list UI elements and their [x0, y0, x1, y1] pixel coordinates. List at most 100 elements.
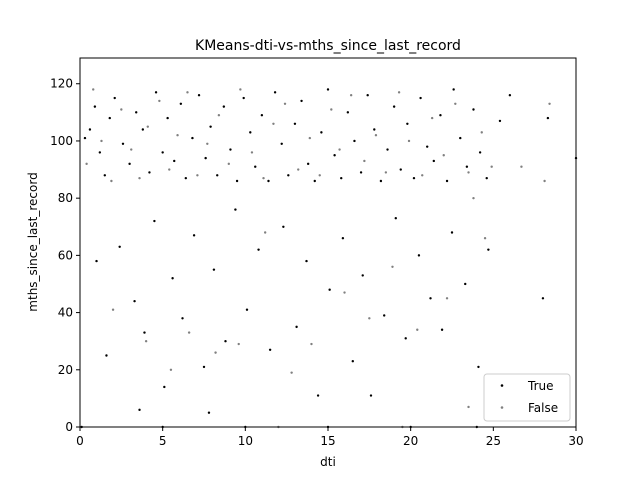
- point-true: [181, 317, 184, 320]
- point-false: [349, 93, 353, 97]
- point-true: [546, 116, 550, 120]
- x-tick-label: 10: [238, 434, 253, 448]
- point-true: [353, 139, 356, 143]
- point-true: [477, 365, 480, 369]
- point-true: [300, 99, 303, 103]
- point-true: [373, 128, 376, 131]
- point-false: [407, 139, 411, 143]
- point-false: [548, 102, 551, 105]
- point-false: [343, 291, 346, 294]
- x-tick-label: 20: [403, 434, 418, 448]
- point-true: [426, 145, 429, 148]
- point-true: [268, 348, 272, 351]
- point-true: [440, 328, 444, 331]
- point-true: [320, 131, 323, 134]
- point-false: [144, 339, 148, 343]
- point-true: [184, 176, 188, 180]
- point-false: [239, 88, 242, 91]
- point-true: [432, 159, 436, 163]
- point-true: [260, 114, 264, 117]
- point-true: [191, 136, 194, 140]
- x-axis-label: dti: [320, 455, 336, 469]
- point-true: [148, 171, 151, 174]
- point-false: [483, 237, 487, 240]
- point-true: [204, 156, 207, 160]
- point-true: [295, 325, 298, 329]
- point-true: [419, 96, 422, 100]
- point-false: [416, 328, 419, 331]
- point-false: [363, 159, 366, 163]
- point-true: [293, 122, 297, 125]
- point-true: [305, 259, 308, 263]
- point-false: [169, 368, 173, 371]
- y-tick-label: 120: [50, 77, 73, 91]
- point-true: [452, 88, 455, 91]
- x-tick-label: 25: [486, 434, 501, 448]
- point-true: [242, 96, 245, 100]
- point-false: [308, 136, 312, 140]
- point-false: [430, 116, 434, 120]
- point-true: [229, 148, 232, 151]
- point-true: [143, 331, 146, 334]
- point-true: [313, 179, 316, 183]
- point-true: [166, 116, 169, 120]
- point-true: [429, 297, 432, 300]
- point-true: [439, 114, 442, 117]
- point-true: [333, 154, 336, 157]
- point-true: [383, 314, 386, 317]
- point-true: [235, 179, 239, 183]
- point-false: [130, 148, 133, 151]
- point-true: [459, 136, 462, 140]
- y-tick-label: 80: [58, 191, 73, 205]
- legend-marker-false: [500, 406, 504, 409]
- point-false: [310, 342, 313, 346]
- point-true: [328, 288, 331, 291]
- point-true: [394, 216, 397, 220]
- point-true: [257, 248, 260, 251]
- point-true: [366, 93, 369, 97]
- point-false: [206, 142, 209, 146]
- point-true: [541, 297, 545, 300]
- point-true: [179, 102, 183, 105]
- point-false: [187, 331, 191, 334]
- point-false: [250, 151, 254, 154]
- point-false: [176, 134, 179, 137]
- points-layer: [80, 88, 578, 429]
- point-true: [306, 162, 310, 166]
- point-false: [237, 342, 240, 346]
- point-true: [197, 93, 201, 97]
- y-tick-label: 100: [50, 134, 73, 148]
- point-true: [287, 174, 290, 177]
- point-true: [254, 165, 257, 168]
- point-true: [508, 93, 512, 97]
- point-false: [272, 122, 275, 125]
- point-true: [406, 122, 409, 125]
- point-true: [224, 339, 227, 343]
- point-false: [186, 91, 189, 94]
- y-axis-label: mths_since_last_record: [26, 172, 40, 311]
- point-false: [138, 176, 141, 180]
- point-false: [100, 139, 103, 143]
- point-false: [467, 405, 470, 409]
- point-true: [498, 119, 502, 123]
- point-true: [392, 105, 396, 108]
- point-false: [227, 162, 230, 166]
- point-false: [330, 108, 333, 111]
- point-true: [379, 179, 383, 183]
- point-false: [338, 148, 341, 151]
- point-false: [391, 265, 394, 269]
- point-true: [209, 125, 212, 128]
- legend-label-true: True: [527, 379, 554, 393]
- point-true: [173, 159, 176, 163]
- x-axis-ticks: 0 5 10 15 20 25 30: [76, 427, 584, 448]
- point-true: [88, 128, 92, 131]
- point-false: [92, 88, 95, 91]
- y-tick-label: 20: [58, 363, 73, 377]
- point-false: [283, 102, 287, 105]
- point-true: [93, 105, 97, 108]
- point-true: [105, 354, 108, 357]
- point-true: [249, 131, 252, 134]
- point-false: [262, 176, 265, 180]
- point-false: [217, 114, 221, 117]
- x-tick-label: 5: [159, 434, 167, 448]
